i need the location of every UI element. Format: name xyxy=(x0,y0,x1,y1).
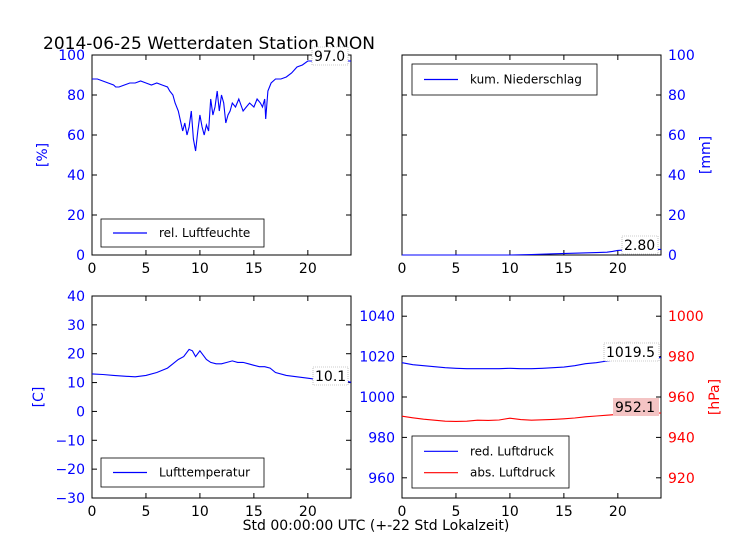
y-tick-label: 980 xyxy=(368,430,395,446)
x-tick-label: 15 xyxy=(555,261,573,277)
y-tick-label: 60 xyxy=(67,128,85,144)
x-tick-label: 0 xyxy=(398,504,407,520)
right-y-tick-label: 1000 xyxy=(668,309,704,325)
legend-label: red. Luftdruck xyxy=(470,444,554,458)
legend: Lufttemperatur xyxy=(100,457,265,488)
figure-title: 2014-06-25 Wetterdaten Station RNON xyxy=(43,34,375,54)
x-axis-label: Std 00:00:00 UTC (+-22 Std Lokalzeit) xyxy=(243,518,510,534)
y-axis-label: [hPa] xyxy=(707,379,723,415)
x-tick-label: 5 xyxy=(451,504,460,520)
last-value-box xyxy=(311,46,349,66)
y-tick-label: 0 xyxy=(76,248,85,264)
x-tick-label: 0 xyxy=(88,504,97,520)
legend: red. Luftdruck abs. Luftdruck xyxy=(411,435,570,489)
y-tick-label: 10 xyxy=(67,376,85,392)
legend: kum. Niederschlag xyxy=(411,63,598,96)
y-tick-label: 20 xyxy=(67,347,85,363)
series-line xyxy=(91,348,352,383)
y-tick-label: 0 xyxy=(668,248,677,264)
y-tick-label: 1020 xyxy=(359,350,395,366)
series-line xyxy=(92,58,351,152)
x-tick-label: 20 xyxy=(299,261,317,277)
y-tick-label: 40 xyxy=(67,289,85,305)
last-value-label: 2.80 xyxy=(624,238,655,254)
x-tick-label: 20 xyxy=(299,504,317,520)
last-value-label: 1019.5 xyxy=(606,345,655,361)
temperature-panel: 0 5 10 15 20 −30 −20 −10 0 10 20 30 40 [C] Lufttempera… xyxy=(31,289,352,520)
pressure-panel: 0 5 10 15 20 960 980 1000 1020 1040 920 940 960 980 10… xyxy=(359,295,723,520)
precipitation-panel: 0 5 10 15 20 0 20 40 60 80 100 [mm] kum. Niederschla… xyxy=(398,48,714,277)
y-tick-label: −30 xyxy=(55,491,85,507)
y-axis-label: [%] xyxy=(35,143,51,167)
plot-frame xyxy=(91,295,352,499)
last-value-label: 10.1 xyxy=(315,369,346,385)
x-tick-label: 10 xyxy=(191,504,209,520)
legend-label: abs. Luftdruck xyxy=(470,466,555,480)
x-tick-label: 15 xyxy=(245,504,263,520)
y-tick-label: 960 xyxy=(368,471,395,487)
legend-label: Lufttemperatur xyxy=(159,466,250,480)
last-value-label: 952.1 xyxy=(615,400,655,416)
y-tick-label: 100 xyxy=(58,48,85,64)
y-tick-label: 1000 xyxy=(359,390,395,406)
y-tick-label: 30 xyxy=(67,318,85,334)
x-tick-label: 5 xyxy=(451,261,460,277)
y-tick-label: 20 xyxy=(668,208,686,224)
legend-label: rel. Luftfeuchte xyxy=(159,226,250,240)
x-tick-label: 0 xyxy=(398,261,407,277)
x-tick-label: 15 xyxy=(245,261,263,277)
x-tick-label: 15 xyxy=(555,504,573,520)
y-tick-label: 80 xyxy=(668,88,686,104)
y-tick-label: 1040 xyxy=(359,309,395,325)
y-tick-label: 100 xyxy=(668,48,695,64)
last-value-box xyxy=(312,366,349,386)
last-value-box xyxy=(603,342,660,362)
x-tick-label: 10 xyxy=(501,261,519,277)
right-y-tick-label: 940 xyxy=(668,430,695,446)
last-value-box xyxy=(621,235,659,255)
x-tick-label: 10 xyxy=(191,261,209,277)
legend-box xyxy=(411,435,570,489)
right-y-tick-label: 960 xyxy=(668,390,695,406)
y-tick-label: 40 xyxy=(67,168,85,184)
last-value-bg xyxy=(613,398,659,416)
y-tick-label: −20 xyxy=(55,462,85,478)
last-value-label: 97.0 xyxy=(314,49,345,65)
x-tick-label: 20 xyxy=(609,504,627,520)
x-tick-label: 20 xyxy=(609,261,627,277)
x-tick-label: 0 xyxy=(88,261,97,277)
x-tick-label: 10 xyxy=(501,504,519,520)
right-y-tick-label: 920 xyxy=(668,471,695,487)
humidity-panel: 0 5 10 15 20 0 20 40 60 80 100 [%] rel. Luftfeuchte 9… xyxy=(35,46,352,277)
right-y-tick-label: 980 xyxy=(668,350,695,366)
plot-frame xyxy=(91,54,352,256)
y-tick-label: 60 xyxy=(668,128,686,144)
y-tick-label: 0 xyxy=(76,404,85,420)
y-tick-label: 40 xyxy=(668,168,686,184)
y-tick-label: 80 xyxy=(67,88,85,104)
y-axis-label: [C] xyxy=(31,387,47,408)
legend-label: kum. Niederschlag xyxy=(470,73,582,87)
y-tick-label: −10 xyxy=(55,433,85,449)
y-axis-label: [mm] xyxy=(698,136,714,174)
x-tick-label: 5 xyxy=(141,504,150,520)
y-tick-label: 20 xyxy=(67,208,85,224)
x-tick-label: 5 xyxy=(141,261,150,277)
legend: rel. Luftfeuchte xyxy=(100,218,265,248)
